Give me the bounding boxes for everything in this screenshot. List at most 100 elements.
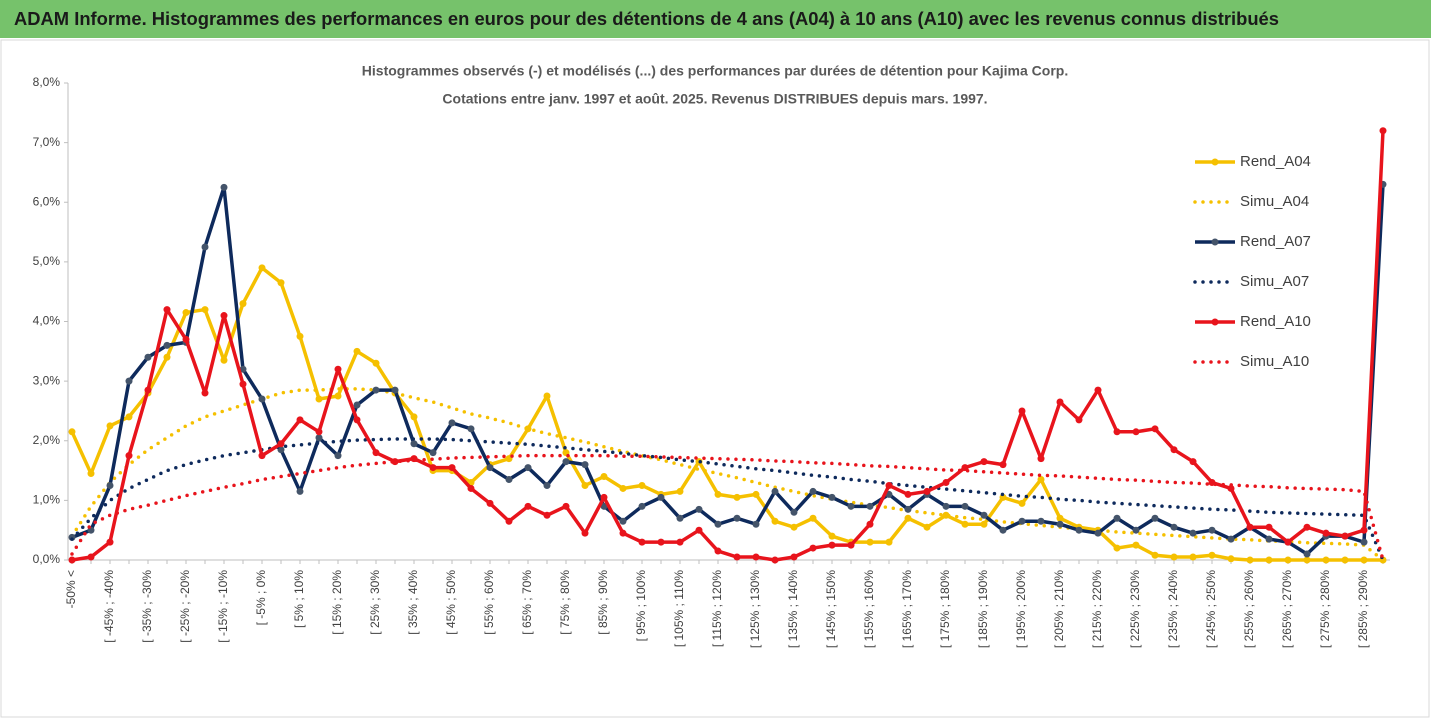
point [809, 544, 817, 552]
y-tick-label: 5,0% [33, 254, 61, 268]
point [904, 490, 912, 498]
point [1018, 517, 1026, 525]
point [125, 413, 133, 421]
point [106, 422, 114, 430]
point [125, 452, 133, 460]
x-tick-label: [ 155% ; 160% [862, 570, 876, 648]
chart-area [0, 39, 1430, 718]
point [334, 452, 342, 460]
point [296, 416, 304, 424]
point [942, 502, 950, 510]
point [1379, 127, 1387, 135]
point [1113, 514, 1121, 522]
point [1265, 523, 1273, 531]
point [980, 458, 988, 466]
header-title: ADAM Informe. Histogrammes des performan… [14, 9, 1279, 29]
point [600, 473, 608, 481]
point [619, 517, 627, 525]
point [1056, 398, 1064, 406]
point [1170, 553, 1178, 561]
point [1037, 517, 1045, 525]
legend-label: Rend_A07 [1240, 233, 1311, 250]
x-tick-label: [ 15% ; 20% [330, 570, 344, 635]
point [68, 556, 76, 564]
point [714, 490, 722, 498]
point [1246, 556, 1254, 564]
point [1227, 535, 1235, 543]
x-tick-label: [ 235% ; 240% [1166, 570, 1180, 648]
legend-label: Simu_A10 [1240, 353, 1309, 370]
point [315, 428, 323, 436]
x-tick-label: [ 265% ; 270% [1280, 570, 1294, 648]
point [828, 541, 836, 549]
point [1018, 499, 1026, 507]
point [638, 481, 646, 489]
point [372, 359, 380, 367]
point [543, 481, 551, 489]
point [752, 553, 760, 561]
point [296, 487, 304, 495]
x-tick-label: [ -35% ; -30% [140, 570, 154, 643]
point [771, 517, 779, 525]
point [410, 440, 418, 448]
point [239, 380, 247, 388]
point [1094, 529, 1102, 537]
x-tick-label: [ 45% ; 50% [444, 570, 458, 635]
point [543, 392, 551, 400]
legend-label: Simu_A07 [1240, 273, 1309, 290]
x-tick-label: [ 105% ; 110% [672, 570, 686, 647]
point [258, 452, 266, 460]
x-tick-label: [ 25% ; 30% [368, 570, 382, 635]
point [315, 395, 323, 403]
point [201, 389, 209, 397]
point [239, 365, 247, 373]
x-tick-label: [ 245% ; 250% [1204, 570, 1218, 648]
point [1113, 544, 1121, 552]
point [714, 520, 722, 528]
point [638, 538, 646, 546]
series-line [71, 184, 1385, 556]
point [467, 484, 475, 492]
point [1303, 556, 1311, 564]
point [486, 464, 494, 472]
point [1056, 520, 1064, 528]
x-tick-label: [ 5% ; 10% [292, 570, 306, 628]
point [1265, 535, 1273, 543]
y-tick-label: 1,0% [33, 493, 61, 507]
point [315, 434, 323, 442]
point [410, 413, 418, 421]
point [277, 446, 285, 454]
point [790, 523, 798, 531]
point [1265, 556, 1273, 564]
point [220, 183, 228, 191]
x-tick-label: [ -5% ; 0% [254, 570, 268, 626]
y-tick-label: 2,0% [33, 433, 61, 447]
point [448, 464, 456, 472]
x-tick-label: [ 175% ; 180% [938, 570, 952, 648]
x-tick-label: [ 135% ; 140% [786, 570, 800, 648]
point [87, 470, 95, 478]
point [657, 493, 665, 501]
point [771, 556, 779, 564]
point [1227, 555, 1235, 563]
y-tick-label: 7,0% [33, 135, 61, 149]
point [1189, 458, 1197, 466]
point [524, 502, 532, 510]
x-tick-label: [ 145% ; 150% [824, 570, 838, 648]
point [733, 553, 741, 561]
x-tick-label: [ -15% ; -10% [216, 570, 230, 643]
point [638, 502, 646, 510]
x-tick-label: [ 205% ; 210% [1052, 570, 1066, 648]
point [600, 502, 608, 510]
chart-title: Histogrammes observés (-) et modélisés (… [362, 63, 1068, 79]
point [809, 487, 817, 495]
point [562, 502, 570, 510]
point [1303, 550, 1311, 558]
point [486, 499, 494, 507]
point [1341, 532, 1349, 540]
point [1132, 526, 1140, 534]
point [144, 386, 152, 394]
legend-label: Rend_A10 [1240, 313, 1311, 330]
point [581, 481, 589, 489]
